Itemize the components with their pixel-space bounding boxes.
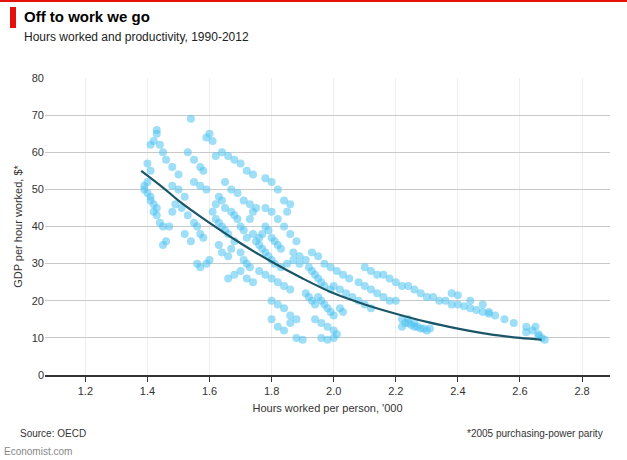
svg-text:2.0: 2.0 [326,385,341,397]
svg-text:70: 70 [32,109,44,121]
svg-text:GDP per hour worked, $*: GDP per hour worked, $* [12,164,24,287]
svg-text:60: 60 [32,146,44,158]
svg-text:2.8: 2.8 [574,385,589,397]
svg-text:80: 80 [32,72,44,84]
svg-text:20: 20 [32,295,44,307]
svg-text:Off to work we go: Off to work we go [24,8,150,25]
svg-text:1.8: 1.8 [264,385,279,397]
svg-text:50: 50 [32,183,44,195]
svg-text:40: 40 [32,220,44,232]
svg-text:10: 10 [32,332,44,344]
svg-text:*2005 purchasing-power parity: *2005 purchasing-power parity [467,428,603,439]
svg-text:Hours worked and productivity,: Hours worked and productivity, 1990-2012 [24,30,249,44]
svg-text:2.6: 2.6 [512,385,527,397]
svg-text:2.2: 2.2 [388,385,403,397]
svg-text:1.6: 1.6 [202,385,217,397]
svg-text:2.4: 2.4 [450,385,465,397]
svg-text:Hours worked per person, '000: Hours worked per person, '000 [252,402,402,414]
svg-text:Economist.com: Economist.com [4,446,72,457]
svg-text:0: 0 [38,369,44,381]
svg-text:1.4: 1.4 [140,385,155,397]
svg-text:1.2: 1.2 [78,385,93,397]
svg-text:30: 30 [32,257,44,269]
svg-text:Source: OECD: Source: OECD [20,428,86,439]
